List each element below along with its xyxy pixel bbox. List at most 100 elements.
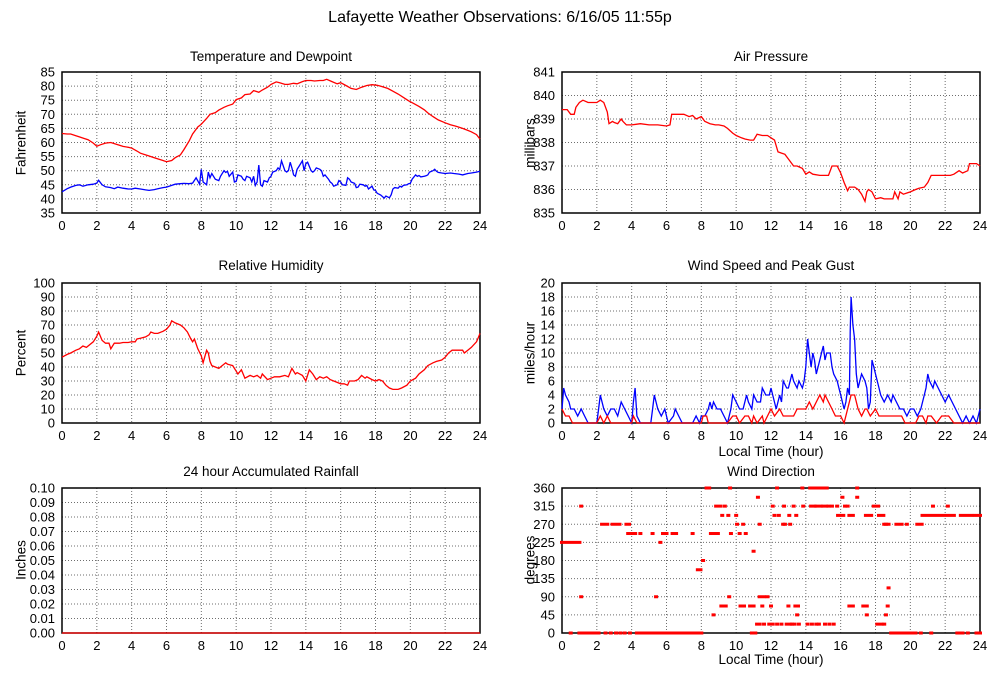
svg-text:2: 2: [93, 218, 100, 233]
svg-text:841: 841: [533, 65, 555, 80]
svg-text:0: 0: [558, 638, 565, 653]
svg-text:6: 6: [663, 218, 670, 233]
svg-text:4: 4: [628, 638, 635, 653]
svg-text:12: 12: [764, 428, 778, 443]
svg-text:70: 70: [41, 107, 55, 122]
svg-text:4: 4: [128, 218, 135, 233]
svg-text:8: 8: [698, 218, 705, 233]
svg-text:10: 10: [229, 638, 243, 653]
svg-text:8: 8: [198, 638, 205, 653]
svg-text:20: 20: [403, 638, 417, 653]
svg-text:16: 16: [333, 218, 347, 233]
svg-text:24: 24: [973, 218, 987, 233]
svg-text:14: 14: [299, 428, 313, 443]
series-dewpoint: [61, 158, 481, 200]
svg-text:24: 24: [473, 428, 487, 443]
svg-text:22: 22: [438, 638, 452, 653]
svg-text:22: 22: [438, 218, 452, 233]
svg-text:10: 10: [729, 218, 743, 233]
svg-text:0.03: 0.03: [30, 582, 55, 597]
svg-text:55: 55: [41, 149, 55, 164]
svg-text:836: 836: [533, 182, 555, 197]
svg-text:0: 0: [558, 428, 565, 443]
svg-text:22: 22: [938, 218, 952, 233]
series-pressure: [562, 99, 981, 204]
svg-text:12: 12: [264, 638, 278, 653]
svg-text:14: 14: [541, 318, 555, 333]
svg-text:50: 50: [41, 346, 55, 361]
svg-text:8: 8: [198, 218, 205, 233]
svg-text:22: 22: [938, 638, 952, 653]
svg-text:4: 4: [628, 218, 635, 233]
page-title: Lafayette Weather Observations: 6/16/05 …: [328, 9, 672, 26]
svg-text:4: 4: [548, 388, 555, 403]
svg-text:14: 14: [299, 638, 313, 653]
svg-text:20: 20: [903, 218, 917, 233]
svg-text:16: 16: [833, 218, 847, 233]
chart-title-rainfall: 24 hour Accumulated Rainfall: [183, 464, 359, 479]
series-humidity: [61, 319, 481, 391]
svg-text:22: 22: [938, 428, 952, 443]
x-axis-label-wind-direction: Local Time (hour): [718, 652, 824, 667]
svg-text:20: 20: [903, 428, 917, 443]
svg-text:18: 18: [868, 638, 882, 653]
chart-title-air-pressure: Air Pressure: [733, 49, 809, 64]
svg-text:12: 12: [264, 428, 278, 443]
svg-text:10: 10: [229, 218, 243, 233]
air-pressure-plot: 0 2 4 6 8 10 12 14 16 18 20 22 248358368378388398408…: [533, 65, 987, 234]
y-axis-label-fahrenheit: Fahrenheit: [13, 110, 29, 176]
svg-text:0.05: 0.05: [30, 553, 55, 568]
svg-text:12: 12: [764, 218, 778, 233]
series-peak-gust: [561, 296, 981, 426]
svg-text:8: 8: [198, 428, 205, 443]
svg-text:50: 50: [41, 163, 55, 178]
svg-text:360: 360: [533, 481, 555, 496]
svg-text:65: 65: [41, 121, 55, 136]
svg-text:840: 840: [533, 88, 555, 103]
svg-text:2: 2: [593, 638, 600, 653]
svg-text:24: 24: [473, 638, 487, 653]
svg-text:4: 4: [628, 428, 635, 443]
svg-text:100: 100: [33, 276, 55, 291]
svg-text:20: 20: [41, 388, 55, 403]
svg-text:16: 16: [833, 428, 847, 443]
svg-text:0: 0: [548, 626, 555, 641]
svg-text:45: 45: [541, 607, 555, 622]
svg-text:839: 839: [533, 112, 555, 127]
svg-text:24: 24: [973, 428, 987, 443]
svg-text:20: 20: [403, 428, 417, 443]
svg-text:18: 18: [368, 638, 382, 653]
svg-text:6: 6: [163, 428, 170, 443]
svg-text:6: 6: [163, 218, 170, 233]
temperature-dewpoint-plot: 0 2 4 6 8 10 12 14 16 18 20 22 243540455055606570758…: [41, 65, 488, 234]
svg-text:12: 12: [264, 218, 278, 233]
svg-text:18: 18: [368, 428, 382, 443]
svg-text:70: 70: [41, 318, 55, 333]
svg-text:20: 20: [541, 276, 555, 291]
svg-text:0.06: 0.06: [30, 539, 55, 554]
svg-text:0.09: 0.09: [30, 495, 55, 510]
svg-text:4: 4: [128, 638, 135, 653]
wind-direction-plot: 0 2 4 6 8 10 12 14 16 18 20 22 240459013518022527031…: [533, 481, 987, 654]
svg-text:24: 24: [473, 218, 487, 233]
svg-text:270: 270: [533, 517, 555, 532]
svg-text:0.07: 0.07: [30, 524, 55, 539]
svg-text:12: 12: [764, 638, 778, 653]
svg-text:60: 60: [41, 332, 55, 347]
svg-text:14: 14: [799, 428, 813, 443]
y-axis-label-miles-per-hour: miles/hour: [522, 321, 538, 385]
y-axis-label-degrees: degrees: [522, 535, 538, 585]
svg-text:35: 35: [41, 206, 55, 221]
svg-text:10: 10: [729, 638, 743, 653]
svg-text:2: 2: [93, 638, 100, 653]
svg-text:16: 16: [333, 428, 347, 443]
svg-text:0.08: 0.08: [30, 510, 55, 525]
svg-text:30: 30: [41, 374, 55, 389]
svg-text:80: 80: [41, 304, 55, 319]
y-axis-label-millibars: millibars: [522, 118, 538, 168]
svg-text:4: 4: [128, 428, 135, 443]
svg-text:18: 18: [868, 218, 882, 233]
svg-text:10: 10: [729, 428, 743, 443]
svg-text:18: 18: [868, 428, 882, 443]
